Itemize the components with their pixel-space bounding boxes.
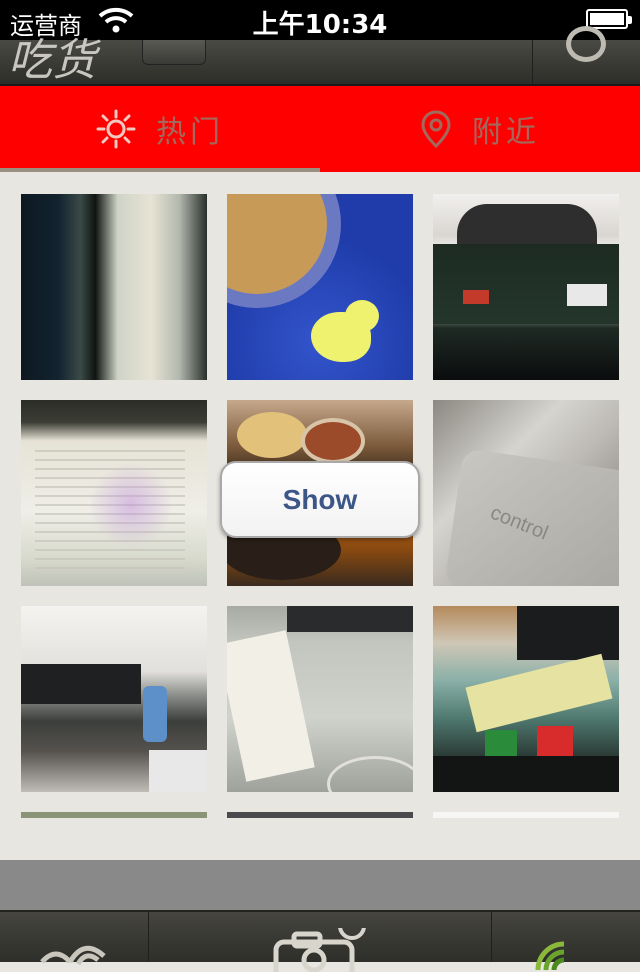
tab-selected-indicator [0,168,320,172]
photo-monitor-box[interactable] [433,194,619,380]
photo-peek[interactable] [433,812,619,818]
tab-nearby[interactable]: 附近 [320,86,640,172]
tab-bar: 热门 附近 [0,86,640,172]
photo-control-key[interactable]: control [433,400,619,586]
tab-hot-label: 热门 [156,115,224,150]
mute-button[interactable] [142,40,206,65]
camera-icon[interactable] [272,928,372,972]
app-logo: 吃货 [8,35,96,86]
photo-screen-code[interactable] [21,400,207,586]
location-pin-icon [421,110,451,149]
title-bar: 吃货 [0,26,640,86]
battery-icon [586,9,632,29]
toolbar-divider [148,912,149,962]
sun-icon [96,109,136,149]
photo-monitor-code[interactable] [21,194,207,380]
wifi-icon[interactable] [36,932,110,972]
photo-grid: control [0,172,640,860]
bottom-toolbar [0,910,640,972]
gray-strip [0,860,640,910]
photo-peek[interactable] [227,812,413,818]
profile-button[interactable] [532,26,640,84]
show-button[interactable]: Show [220,461,420,538]
photo-desk-paper[interactable] [227,606,413,792]
status-time: 上午10:34 [252,10,388,40]
carrier-name: 运营商 [10,12,82,40]
status-bar: 运营商 上午10:34 [0,0,640,40]
profile-icon [566,26,606,62]
tab-nearby-label: 附近 [472,115,540,150]
toolbar-divider [491,912,492,962]
photo-desk-bottle[interactable] [21,606,207,792]
wifi-icon [98,7,134,33]
photo-peek[interactable] [21,812,207,818]
photo-blue-mousepad[interactable] [227,194,413,380]
photo-desk-items[interactable] [433,606,619,792]
radar-icon[interactable] [532,930,592,972]
tab-hot[interactable]: 热门 [0,86,320,172]
